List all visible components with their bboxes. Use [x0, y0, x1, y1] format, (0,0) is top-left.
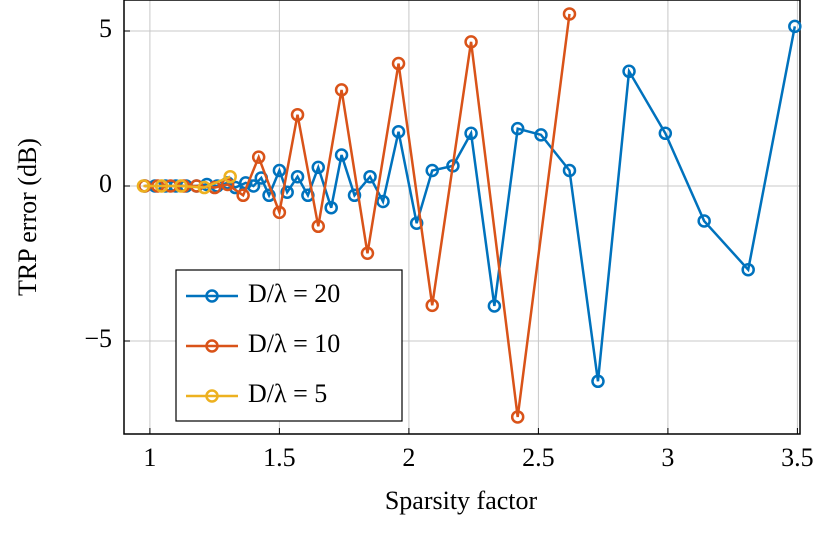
- data-point: [391, 125, 406, 139]
- x-tick-label: 1.5: [263, 443, 296, 472]
- y-axis-label: TRP error (dB): [13, 138, 42, 296]
- data-point: [334, 83, 349, 97]
- data-point: [154, 179, 169, 193]
- data-point: [788, 19, 802, 34]
- data-point: [510, 121, 525, 136]
- x-tick-label: 3: [661, 443, 674, 472]
- data-point: [409, 216, 424, 230]
- data-point: [376, 194, 390, 209]
- data-point: [591, 374, 605, 389]
- data-point: [334, 148, 349, 162]
- legend-label: D/λ = 20: [248, 279, 340, 308]
- data-point: [236, 188, 250, 203]
- x-tick-label: 2.5: [522, 443, 555, 472]
- data-point: [311, 160, 326, 175]
- data-point: [425, 163, 439, 178]
- data-point: [280, 185, 294, 199]
- data-point: [741, 262, 755, 277]
- data-point: [562, 163, 577, 178]
- data-point: [290, 107, 305, 122]
- data-point: [136, 179, 151, 193]
- data-point: [391, 56, 406, 71]
- x-tick-label: 3.5: [781, 443, 814, 472]
- legend-label: D/λ = 5: [248, 379, 327, 408]
- y-tick-label: 0: [99, 169, 112, 198]
- data-point: [697, 214, 711, 228]
- data-point: [223, 169, 237, 184]
- data-point: [360, 246, 375, 261]
- data-point: [174, 179, 188, 193]
- legend-label: D/λ = 10: [248, 329, 340, 358]
- data-point: [487, 299, 502, 313]
- plot-frame: [123, 0, 801, 435]
- data-point: [510, 410, 525, 424]
- data-point: [622, 64, 636, 79]
- data-point: [425, 298, 439, 313]
- data-point: [311, 219, 326, 234]
- data-point: [324, 200, 338, 215]
- data-point: [272, 205, 287, 220]
- legend-marker: [205, 339, 219, 353]
- y-tick-label: −5: [84, 324, 112, 353]
- data-point: [197, 180, 212, 195]
- data-point: [290, 169, 305, 184]
- data-point: [562, 7, 577, 21]
- data-point: [464, 35, 478, 49]
- y-tick-label: 5: [99, 14, 112, 43]
- x-tick-label: 1: [143, 443, 156, 472]
- legend-marker: [205, 389, 219, 403]
- legend-marker: [205, 289, 219, 303]
- data-point: [251, 150, 266, 164]
- data-point: [363, 169, 377, 184]
- x-tick-label: 2: [402, 443, 415, 472]
- data-point: [658, 126, 673, 141]
- data-point: [272, 163, 287, 178]
- data-point: [534, 128, 548, 142]
- data-point: [262, 188, 276, 203]
- x-axis-label: Sparsity factor: [385, 486, 538, 515]
- data-point: [347, 188, 362, 203]
- data-point: [464, 126, 478, 141]
